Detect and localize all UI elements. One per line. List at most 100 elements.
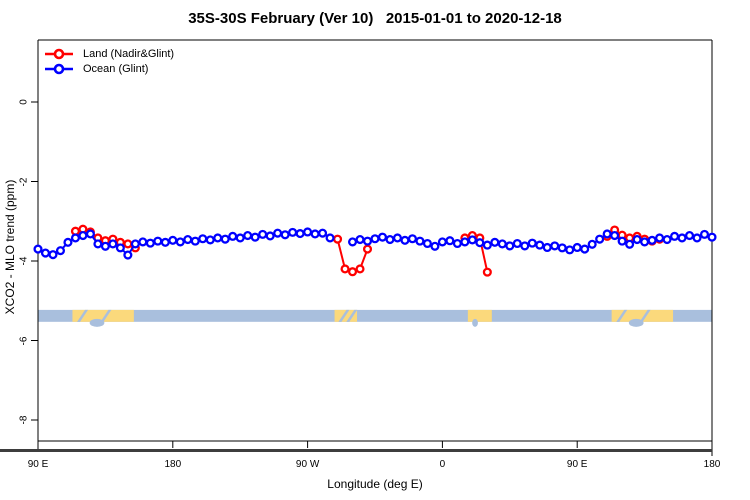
data-point-ocean [183,234,193,245]
data-point-ocean [250,232,260,242]
data-point-ocean [572,242,582,253]
data-point-ocean [198,234,208,244]
data-point-ocean [213,233,223,243]
data-point-ocean [273,228,283,238]
data-point-ocean [385,234,395,245]
x-tick-label: 90 E [27,459,49,470]
data-point-ocean [228,231,238,241]
data-point-ocean [347,237,358,247]
data-point-ocean [452,238,462,249]
data-point-ocean [205,235,215,245]
chart-title: 35S-30S February (Ver 10) 2015-01-01 to … [188,10,562,27]
data-point-ocean [422,238,432,249]
data-point-ocean [482,240,492,250]
coastline-notch [639,309,651,322]
data-point-ocean [460,237,470,247]
y-tick-label: -6 [18,336,30,345]
data-point-ocean [617,236,627,246]
x-axis-baseline [0,449,712,452]
data-point-ocean [115,243,125,253]
data-point-ocean [505,241,515,251]
data-point-ocean [288,227,298,237]
legend-item-land: Land (Nadir&Glint) [44,46,174,61]
data-point-ocean [265,231,275,241]
x-tick-label: 90 E [566,459,588,470]
data-point-ocean [168,235,178,245]
data-point-land [333,234,343,244]
data-point-ocean [243,231,253,241]
data-point-ocean [542,242,552,253]
x-tick-label: 180 [164,459,182,470]
data-point-ocean [355,234,365,245]
legend: Land (Nadir&Glint) Ocean (Glint) [44,46,174,76]
coastline-bight [472,318,478,327]
data-point-ocean [475,238,485,248]
data-point-ocean [100,241,110,251]
data-point-land [123,239,133,249]
coastline-notch [100,309,112,322]
coastline-bight [628,318,644,327]
legend-land-marker-icon [45,48,73,59]
coastline-notch [346,309,358,322]
data-point-ocean [55,246,66,256]
world-map-strip-land-australia [72,309,134,322]
data-point-ocean [595,234,605,244]
data-point-ocean [684,231,695,241]
coastline-notch [77,309,89,322]
data-point-ocean [377,232,388,242]
data-point-ocean [520,241,530,251]
data-point-ocean [632,234,642,245]
data-point-ocean [707,232,717,242]
legend-ocean-marker-icon [45,63,73,74]
data-point-ocean [699,229,710,239]
data-point-ocean [303,227,313,237]
data-point-ocean [647,235,657,245]
data-point-ocean [138,237,148,247]
coastline-notch [338,309,350,322]
y-tick-label: -4 [18,256,30,266]
data-point-ocean [400,235,410,245]
data-point-ocean [430,241,440,251]
x-tick-label: 180 [703,459,721,470]
data-point-ocean [190,236,200,246]
data-point-land [355,264,365,274]
data-point-ocean [392,233,403,243]
data-point-ocean [153,236,163,246]
data-point-ocean [108,239,118,249]
data-point-ocean [490,237,500,247]
data-point-ocean [123,250,133,260]
data-point-ocean [677,233,687,243]
data-point-ocean [602,229,612,239]
data-point-land [362,244,373,254]
data-point-ocean [40,248,51,258]
data-point-ocean [310,229,320,239]
legend-item-ocean: Ocean (Glint) [44,61,174,76]
legend-ocean-label: Ocean (Glint) [83,62,149,75]
x-tick-label: 0 [439,459,446,470]
data-point-ocean [362,236,373,246]
y-tick-label: 0 [18,99,30,105]
data-point-ocean [280,230,290,240]
data-point-ocean [295,229,305,239]
data-point-ocean [662,234,672,245]
world-map-strip-land-australia-repeat [611,309,674,322]
data-point-ocean [512,238,522,249]
data-point-ocean [565,245,575,255]
data-point-ocean [437,237,447,247]
data-point-ocean [535,240,545,250]
data-point-ocean [93,239,103,249]
y-tick-label: -8 [18,415,30,425]
data-point-ocean [235,233,245,243]
data-point-ocean [640,237,650,247]
x-axis-title: Longitude (deg E) [327,477,423,491]
data-point-ocean [325,233,335,243]
data-point-ocean [48,250,58,260]
data-point-ocean [557,243,567,253]
data-point-ocean [692,233,702,243]
coastline-notch [616,309,628,322]
world-map-strip-land-south-africa [467,309,492,322]
y-axis-title: XCO2 - MLO trend (ppm) [3,179,17,315]
data-point-land [340,264,350,274]
